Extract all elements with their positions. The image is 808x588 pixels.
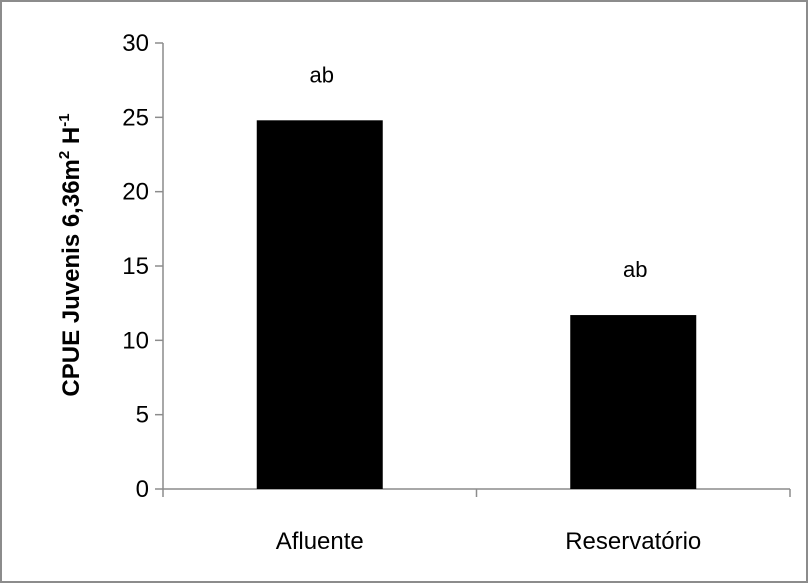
y-axis-title-sup1: 2 [56, 151, 73, 159]
y-axis-title-main: CPUE Juvenis 6,36m [58, 159, 85, 396]
bar-afluente [256, 120, 383, 489]
y-tick-label: 15 [122, 253, 149, 280]
bar-reservat-rio [570, 315, 697, 489]
y-axis-title-mid: H [58, 127, 85, 151]
y-tick-label: 30 [122, 30, 149, 57]
y-tick-label: 5 [136, 402, 149, 429]
y-axis-title: CPUE Juvenis 6,36m2 H-1 [56, 113, 85, 396]
x-category-label: Reservatório [565, 528, 701, 555]
x-category-label: Afluente [276, 528, 364, 555]
bar-data-label: ab [623, 257, 647, 282]
y-axis-title-sup2: -1 [56, 113, 73, 126]
labels-layer: Afluente ab Reservatório ab [276, 62, 702, 555]
bar-data-label: ab [310, 62, 334, 87]
y-tick-label: 25 [122, 104, 149, 131]
axes-layer: 0 5 10 15 20 25 30 [122, 30, 791, 503]
y-tick-label: 10 [122, 327, 149, 354]
y-tick-label: 20 [122, 179, 149, 206]
bars-layer [256, 120, 697, 489]
y-tick-label: 0 [136, 476, 149, 503]
